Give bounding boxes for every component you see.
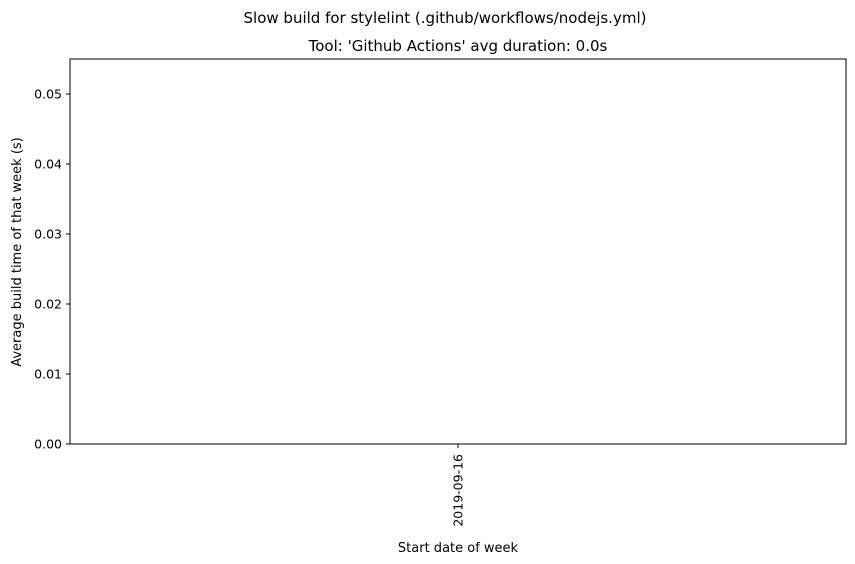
y-tick-label: 0.03: [34, 227, 62, 242]
y-tick-label: 0.01: [34, 367, 62, 382]
y-tick-label: 0.02: [34, 297, 62, 312]
chart-suptitle: Slow build for stylelint (.github/workfl…: [244, 9, 647, 27]
axes-frame: [69, 58, 847, 445]
y-axis-ticks: 0.00 0.01 0.02 0.03 0.04 0.05: [34, 87, 70, 452]
x-axis-label: Start date of week: [398, 541, 519, 556]
y-tick-label: 0.04: [34, 157, 62, 172]
y-tick-label: 0.00: [34, 437, 62, 452]
y-axis-label: Average build time of that week (s): [10, 137, 25, 367]
chart-title: Tool: 'Github Actions' avg duration: 0.0…: [308, 37, 608, 55]
y-tick-label: 0.05: [34, 87, 62, 102]
x-axis-ticks: 2019-09-16: [451, 444, 466, 527]
x-tick-label: 2019-09-16: [451, 454, 466, 527]
